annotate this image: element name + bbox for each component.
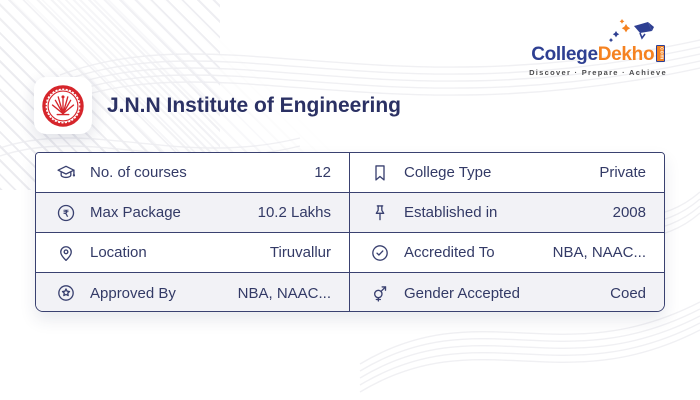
info-cell-location: Location Tiruvallur (36, 233, 350, 273)
info-label: Max Package (90, 204, 181, 221)
info-label: College Type (404, 164, 492, 181)
pushpin-icon (370, 203, 390, 223)
flying-graduation-cap-icon (608, 19, 654, 43)
brand-tagline: Discover · Prepare · Achieve (529, 68, 667, 77)
svg-text:₹: ₹ (63, 208, 69, 218)
college-header: J.N.N Institute of Engineering (34, 77, 401, 134)
info-cell-max-package: ₹ Max Package 10.2 Lakhs (36, 193, 350, 233)
check-circle-icon (370, 243, 390, 263)
info-value: NBA, NAAC... (552, 244, 646, 261)
info-value: Tiruvallur (269, 244, 331, 261)
info-label: Accredited To (404, 244, 495, 261)
info-cell-approved-by: Approved By NBA, NAAC... (36, 273, 350, 311)
info-label: Approved By (90, 284, 176, 302)
info-label: No. of courses (90, 164, 187, 181)
info-label: Established in (404, 204, 498, 221)
collegedekho-logo[interactable]: CollegeDekho com Discover · Prepare · Ach… (522, 18, 674, 77)
location-pin-icon (56, 243, 76, 263)
award-badge-icon (56, 283, 76, 303)
brand-dekho-text: Dekho (597, 44, 655, 65)
info-value: 10.2 Lakhs (257, 204, 331, 221)
red-circular-seal-icon (42, 84, 84, 127)
info-value: 12 (314, 164, 331, 181)
info-value: NBA, NAAC... (237, 284, 331, 302)
brand-wordmark: CollegeDekho com (522, 45, 674, 64)
info-value: 2008 (612, 204, 646, 221)
rupee-circle-icon: ₹ (56, 203, 76, 223)
info-value: Coed (610, 284, 646, 302)
info-label: Location (90, 244, 147, 261)
info-cell-no-of-courses: No. of courses 12 (36, 153, 350, 193)
brand-college-text: College (531, 44, 598, 65)
info-cell-established-in: Established in 2008 (350, 193, 664, 233)
bookmark-icon (370, 163, 390, 183)
college-logo-card (34, 77, 92, 134)
info-value: Private (599, 164, 646, 181)
brand-com-badge: com (656, 45, 665, 62)
info-label: Gender Accepted (404, 284, 520, 302)
graduation-cap-icon (56, 163, 76, 183)
info-cell-gender-accepted: Gender Accepted Coed (350, 273, 664, 311)
info-cell-college-type: College Type Private (350, 153, 664, 193)
info-cell-accredited-to: Accredited To NBA, NAAC... (350, 233, 664, 273)
gender-icon (370, 283, 390, 303)
college-name[interactable]: J.N.N Institute of Engineering (107, 93, 402, 117)
college-info-table: No. of courses 12 College Type Private ₹… (35, 152, 665, 312)
